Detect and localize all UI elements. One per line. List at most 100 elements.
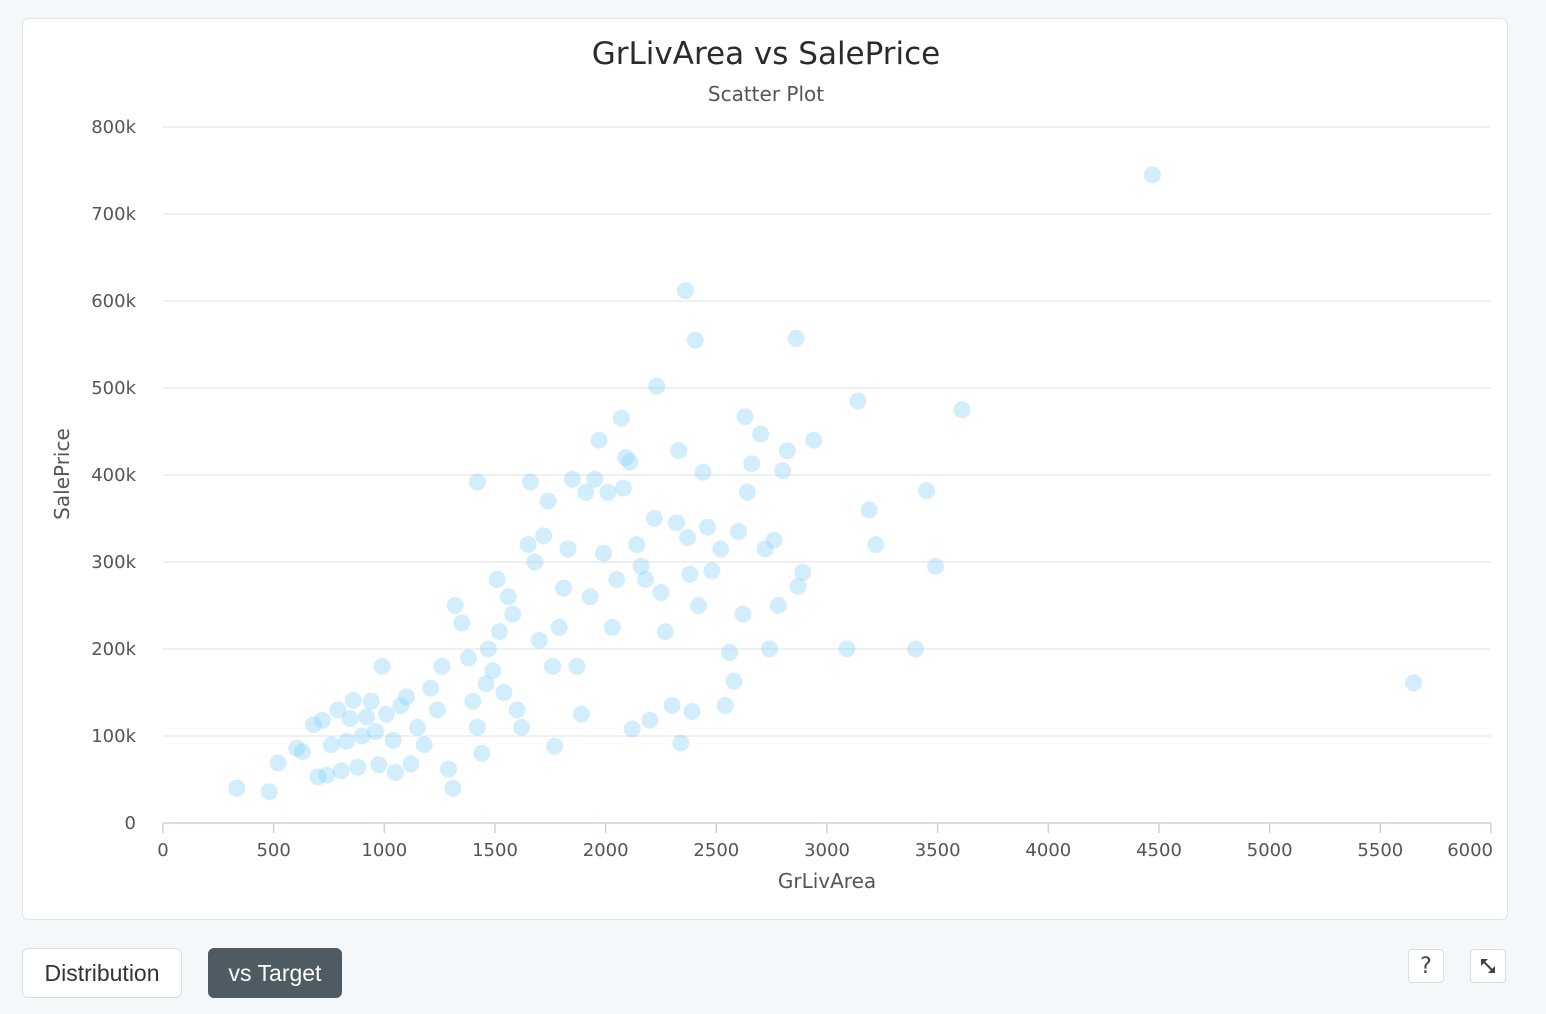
data-point	[663, 697, 681, 714]
data-point	[495, 684, 513, 701]
data-point	[564, 470, 581, 488]
data-point	[694, 463, 712, 481]
data-point	[468, 473, 486, 491]
data-point	[269, 754, 287, 772]
x-tick-label: 4000	[1025, 840, 1071, 861]
data-point	[681, 565, 699, 583]
data-point	[686, 331, 704, 349]
data-point	[765, 531, 783, 549]
y-tick-label: 300k	[91, 552, 136, 573]
data-point	[690, 597, 708, 614]
data-point	[603, 618, 621, 636]
data-point	[370, 756, 388, 774]
data-point	[679, 529, 697, 547]
data-point	[539, 492, 557, 510]
data-point	[774, 462, 792, 480]
data-point	[648, 377, 666, 395]
data-point	[614, 479, 632, 497]
x-axis-ticks: 0 500 1000 1500 2000 2500 3000 3500 4000 4500 5000…	[157, 823, 1493, 861]
data-point	[484, 662, 502, 680]
y-tick-label: 0	[125, 813, 136, 834]
data-point	[907, 640, 924, 658]
data-point	[725, 672, 743, 690]
data-point	[670, 442, 688, 460]
data-point	[504, 605, 522, 623]
x-tick-label: 6000	[1447, 840, 1493, 861]
data-point	[440, 760, 457, 778]
data-point	[778, 442, 796, 460]
x-tick-label: 3500	[915, 840, 961, 861]
data-point	[699, 518, 716, 536]
vs-target-button[interactable]: vs Target	[208, 948, 342, 998]
help-button[interactable]: ?	[1408, 949, 1444, 983]
data-point	[703, 562, 721, 580]
data-point	[353, 727, 371, 745]
x-tick-label: 1000	[361, 840, 407, 861]
data-point	[228, 779, 246, 797]
x-tick-label: 4500	[1136, 840, 1182, 861]
data-point	[446, 597, 464, 614]
data-point	[322, 736, 340, 754]
data-point	[756, 540, 774, 558]
data-point	[309, 768, 327, 786]
y-tick-label: 200k	[91, 639, 136, 660]
data-point	[479, 640, 497, 658]
data-point	[656, 623, 674, 641]
data-point	[1405, 674, 1422, 692]
data-point	[637, 570, 654, 588]
data-point	[621, 453, 639, 471]
data-point	[305, 716, 322, 734]
data-point	[769, 597, 787, 614]
data-point	[743, 455, 761, 473]
y-tick-label: 400k	[91, 465, 136, 486]
data-points	[228, 166, 1422, 801]
expand-button[interactable]	[1470, 949, 1506, 983]
data-point	[577, 483, 595, 501]
data-point	[422, 679, 440, 697]
data-point	[444, 779, 462, 797]
data-point	[953, 401, 971, 419]
data-point	[508, 701, 526, 719]
data-point	[752, 425, 770, 443]
data-point	[260, 783, 278, 801]
data-point	[805, 431, 823, 449]
data-point	[332, 762, 350, 780]
data-point	[860, 501, 878, 519]
data-point	[344, 691, 362, 709]
data-point	[386, 764, 404, 781]
x-tick-label: 0	[157, 840, 168, 861]
data-point	[668, 514, 685, 532]
data-point	[736, 408, 754, 426]
data-point	[550, 618, 568, 636]
expand-icon	[1481, 959, 1495, 973]
y-tick-label: 700k	[91, 204, 136, 225]
data-point	[378, 705, 395, 723]
data-point	[544, 657, 561, 675]
data-point	[572, 705, 590, 723]
data-point	[535, 527, 553, 545]
data-point	[1143, 166, 1161, 184]
data-point	[927, 557, 944, 575]
distribution-button[interactable]: Distribution	[22, 948, 182, 998]
data-point	[568, 657, 586, 675]
data-point	[415, 736, 433, 754]
data-point	[595, 544, 612, 562]
data-point	[599, 483, 617, 501]
data-point	[555, 579, 573, 597]
data-point	[453, 614, 471, 632]
data-point	[652, 584, 670, 601]
data-point	[513, 718, 531, 736]
help-icon: ?	[1420, 953, 1432, 979]
x-tick-label: 3000	[804, 840, 850, 861]
data-point	[590, 431, 608, 449]
data-point	[293, 743, 311, 761]
data-point	[628, 536, 646, 554]
y-axis-ticks: 0 100k 200k 300k 400k 500k 600k 700k 800k	[91, 117, 136, 834]
data-point	[617, 449, 635, 467]
data-point	[849, 392, 867, 410]
data-point	[581, 588, 599, 606]
data-point	[530, 631, 548, 649]
data-point	[676, 282, 694, 300]
data-point	[318, 766, 336, 784]
data-point	[559, 540, 577, 558]
